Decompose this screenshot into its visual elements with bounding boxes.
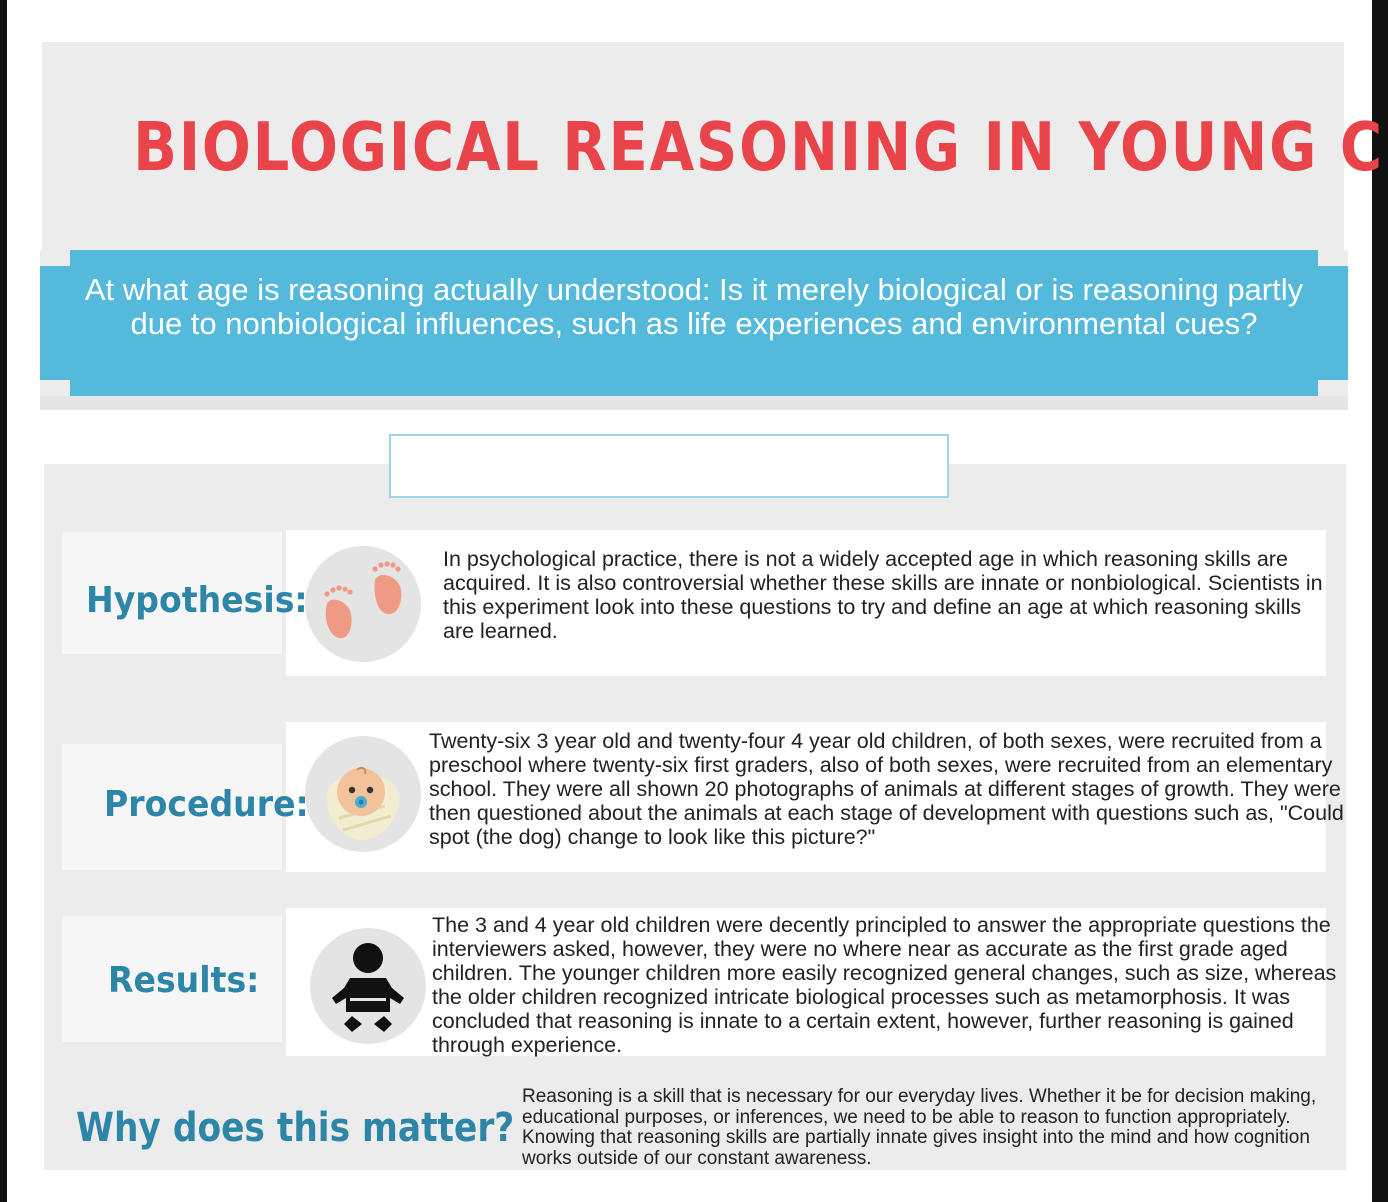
results-card [286, 908, 1326, 1056]
why-matter-text: Reasoning is a skill that is necessary f… [522, 1086, 1317, 1169]
blank-box [389, 434, 949, 498]
banner-notch [40, 250, 70, 266]
banner-notch [1318, 250, 1348, 266]
baby-silhouette-icon [310, 928, 426, 1044]
procedure-label: Procedure: [104, 784, 309, 825]
hypothesis-label: Hypothesis: [86, 580, 308, 621]
swaddled-baby-icon [305, 736, 421, 852]
question-banner [40, 250, 1348, 396]
results-label: Results: [108, 960, 260, 1001]
title-panel [42, 42, 1344, 252]
baby-footprints-icon [305, 546, 421, 662]
banner-notch [40, 380, 70, 396]
hypothesis-card [286, 530, 1326, 676]
procedure-text: Twenty-six 3 year old and twenty-four 4 … [429, 729, 1344, 849]
banner-notch [1318, 380, 1348, 396]
why-matter-label: Why does this matter? [76, 1105, 515, 1151]
procedure-card [286, 722, 1326, 872]
hypothesis-text: In psychological practice, there is not … [443, 547, 1323, 643]
banner-shadow [40, 396, 1348, 410]
right-border [1372, 0, 1388, 1202]
results-text: The 3 and 4 year old children were decen… [432, 913, 1337, 1057]
left-border [0, 0, 7, 1202]
page-title: BIOLOGICAL REASONING IN YOUNG CHILDREN [133, 108, 1388, 186]
procedure-label-card [62, 744, 282, 870]
research-question: At what age is reasoning actually unders… [84, 272, 1304, 341]
results-label-card [62, 916, 282, 1042]
hypothesis-label-card [62, 532, 282, 654]
